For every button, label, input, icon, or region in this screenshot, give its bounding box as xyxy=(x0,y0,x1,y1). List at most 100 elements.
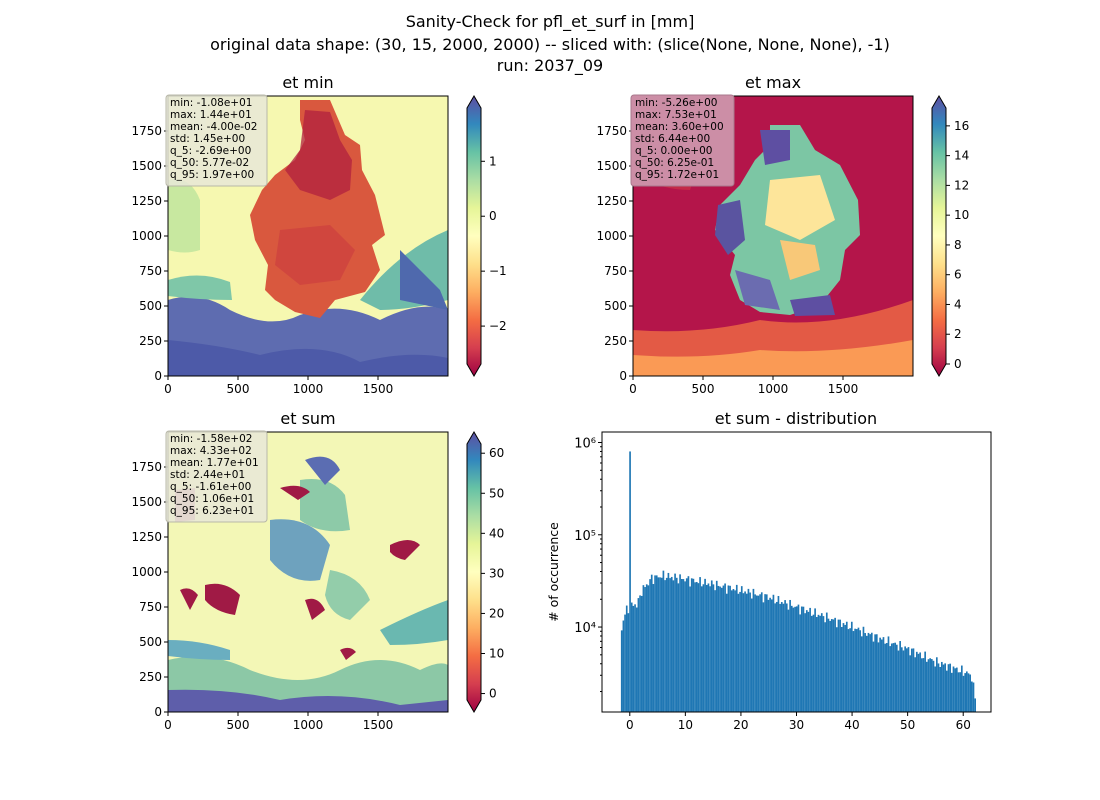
histogram-bar xyxy=(905,648,908,712)
histogram-bar xyxy=(872,641,875,712)
et-max-colorbar-tick-label: 12 xyxy=(954,178,969,192)
et-max-stats-line: min: -5.26e+00 xyxy=(635,97,717,109)
et-max-stats-line: max: 7.53e+01 xyxy=(635,109,717,121)
histogram-bar xyxy=(625,605,628,712)
et-min-colorbar-tick-label: −1 xyxy=(489,264,507,278)
histogram-bar xyxy=(742,593,745,712)
histogram-bar xyxy=(900,647,903,712)
histogram-bar xyxy=(779,603,781,712)
histogram-bar xyxy=(932,660,935,712)
histogram-bar xyxy=(889,646,891,712)
histogram-bar xyxy=(895,644,898,712)
et-sum-ytick-label: 750 xyxy=(139,600,162,614)
histogram-bar xyxy=(807,611,810,712)
et-sum-colorbar-tick-label: 40 xyxy=(489,526,504,540)
figure-title-line-1: Sanity-Check for pfl_et_surf in [mm] xyxy=(405,12,695,31)
histogram-bar xyxy=(714,590,716,712)
et-max-colorbar-tick-label: 0 xyxy=(954,357,962,371)
histogram-bar xyxy=(634,604,636,712)
et-max-xtick-label: 0 xyxy=(629,382,637,396)
histogram-bar xyxy=(732,589,735,712)
et-max-ytick-label: 250 xyxy=(604,334,627,348)
histogram-bar xyxy=(845,621,848,712)
histogram-bar xyxy=(844,624,846,712)
histogram-bar xyxy=(927,659,930,712)
panel-et-min: et min 0 500 1000 1500 0 250 500 750 1000 1250 150… xyxy=(131,73,506,396)
histogram-bar xyxy=(649,579,651,712)
histogram-bar xyxy=(947,664,950,712)
histogram-bar xyxy=(684,581,686,712)
histogram-bar xyxy=(894,642,896,712)
histogram-bar xyxy=(752,588,755,712)
histogram-bar xyxy=(882,637,885,712)
histogram-xtick-label: 60 xyxy=(956,718,971,732)
histogram-bar xyxy=(880,639,883,712)
et-max-stats-line: mean: 3.60e+00 xyxy=(635,121,724,133)
histogram-bar xyxy=(819,615,821,712)
histogram-bar xyxy=(642,585,645,712)
histogram-bar xyxy=(677,583,680,712)
et-sum-stats-line: q_50: 1.06e+01 xyxy=(170,493,254,505)
histogram-bar xyxy=(692,578,695,712)
histogram-bar xyxy=(859,630,861,712)
et-sum-colorbar-tick-label: 50 xyxy=(489,486,504,500)
histogram-bar xyxy=(914,657,916,712)
histogram-bar xyxy=(974,698,976,712)
histogram-bar xyxy=(885,643,888,712)
histogram-bar xyxy=(867,632,870,712)
histogram-bar xyxy=(749,592,751,712)
histogram-bar xyxy=(949,663,951,712)
histogram-bar xyxy=(704,578,706,712)
histogram-bar xyxy=(910,648,913,712)
histogram-bar xyxy=(850,621,853,712)
histogram-bar xyxy=(739,591,741,712)
histogram-bar xyxy=(772,594,775,712)
histogram-bar xyxy=(737,593,740,712)
histogram-bar xyxy=(805,610,808,712)
et-min-ytick-label: 1750 xyxy=(131,124,162,138)
histogram-bar xyxy=(734,590,736,712)
histogram-bar xyxy=(812,614,815,712)
figure-title-line-3: run: 2037_09 xyxy=(496,56,604,75)
et-min-colorbar: 1 0 −1 −2 xyxy=(466,95,507,377)
histogram-bar xyxy=(699,577,701,712)
histogram-bar xyxy=(680,579,683,712)
et-sum-ytick-label: 1500 xyxy=(131,495,162,509)
histogram-bar xyxy=(725,593,728,712)
histogram-bar xyxy=(969,674,971,712)
et-sum-xtick-label: 500 xyxy=(227,718,250,732)
histogram-axes: 0 10 20 30 40 50 60 10⁴ 10⁵ 10⁶ xyxy=(574,437,971,732)
panel-et-max-title: et max xyxy=(745,73,801,92)
histogram-bar xyxy=(780,602,783,712)
histogram-bar xyxy=(640,595,643,712)
histogram-bar xyxy=(899,641,901,712)
et-sum-ytick-label: 1250 xyxy=(131,530,162,544)
et-max-colorbar-tick-label: 4 xyxy=(954,297,962,311)
et-sum-colorbar-tick-label: 30 xyxy=(489,566,504,580)
histogram-bar xyxy=(822,616,825,712)
histogram-bar xyxy=(815,617,818,712)
histogram-bar xyxy=(710,580,713,712)
et-max-ytick-label: 1500 xyxy=(596,159,627,173)
histogram-bar xyxy=(929,658,931,712)
histogram-bar xyxy=(940,661,943,712)
histogram-bar xyxy=(912,648,915,712)
et-min-stats-box: min: -1.08e+01 max: 1.44e+01 mean: -4.00e-… xyxy=(165,94,268,187)
et-min-ytick-label: 500 xyxy=(139,299,162,313)
et-max-axes: 0 500 1000 1500 0 250 500 750 1000 1250 1500 1750 xyxy=(596,124,858,396)
et-sum-stats: min: -1.58e+02 max: 4.33e+02 mean: 1.77e+0… xyxy=(170,433,259,517)
histogram-bar xyxy=(785,603,788,712)
et-max-ytick-label: 1000 xyxy=(596,229,627,243)
histogram-bar xyxy=(939,666,941,712)
histogram-bar xyxy=(629,451,631,712)
et-max-stats-box: min: -5.26e+00 max: 7.53e+01 mean: 3.60e+0… xyxy=(630,94,735,187)
histogram-bar xyxy=(832,619,835,712)
histogram-bar xyxy=(765,594,768,712)
histogram-bar xyxy=(957,672,960,712)
et-min-xtick-label: 1500 xyxy=(363,382,394,396)
histogram-bar xyxy=(864,633,866,712)
panel-histogram-title: et sum - distribution xyxy=(715,409,877,428)
histogram-bar xyxy=(834,617,836,712)
